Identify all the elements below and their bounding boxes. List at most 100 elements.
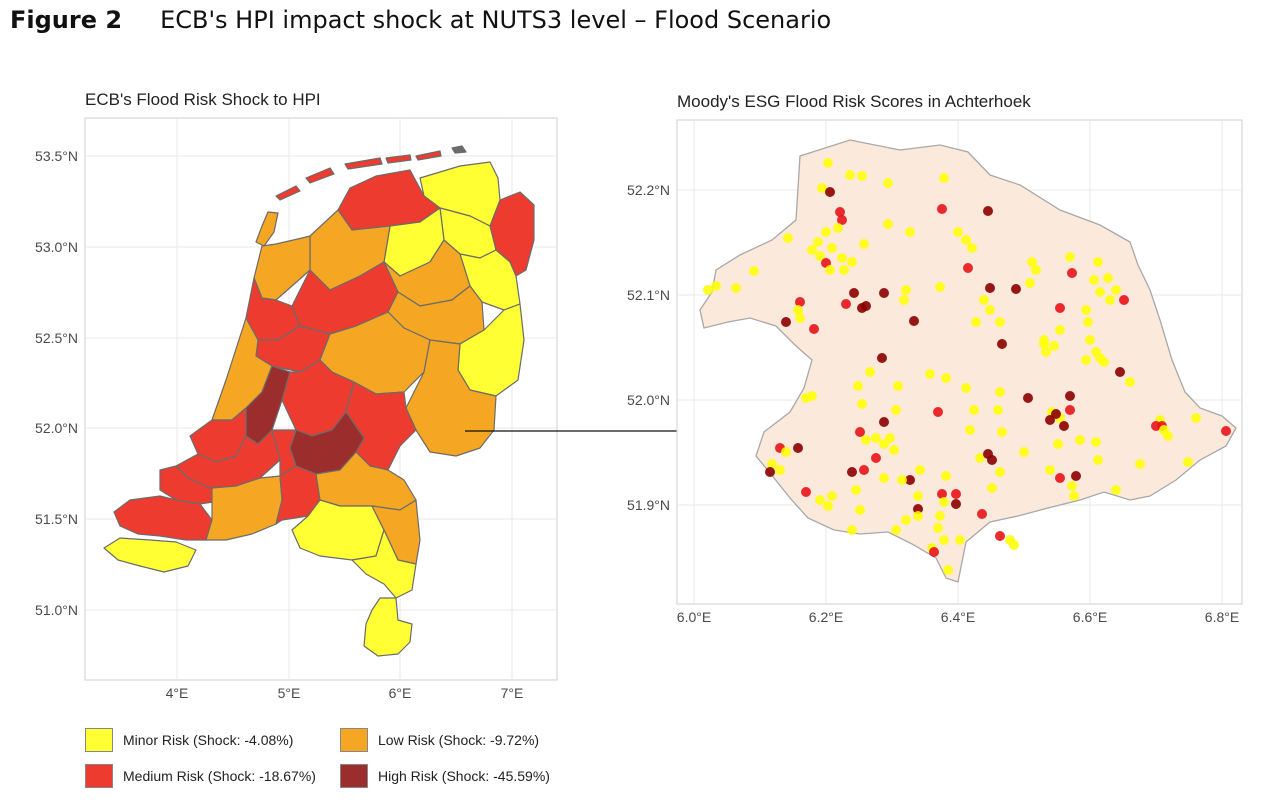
point-minor-risk [817, 183, 827, 193]
point-minor-risk [1163, 431, 1173, 441]
point-minor-risk [939, 535, 949, 545]
point-minor-risk [1105, 295, 1115, 305]
point-medium-risk [977, 509, 987, 519]
point-minor-risk [935, 511, 945, 521]
point-minor-risk [961, 383, 971, 393]
point-minor-risk [1095, 287, 1105, 297]
point-medium-risk [809, 324, 819, 334]
point-medium-risk [1065, 405, 1075, 415]
risk-points-layer [703, 158, 1231, 575]
left-y-tick-label: 52.5°N [35, 330, 78, 346]
point-minor-risk [1091, 437, 1101, 447]
point-high-risk [909, 316, 919, 326]
left-x-tick-label: 6°E [389, 685, 412, 701]
point-minor-risk [781, 447, 791, 457]
point-minor-risk [839, 265, 849, 275]
point-minor-risk [1089, 275, 1099, 285]
point-medium-risk [1055, 303, 1065, 313]
point-minor-risk [965, 425, 975, 435]
point-minor-risk [985, 305, 995, 315]
point-minor-risk [825, 265, 835, 275]
point-minor-risk [795, 313, 805, 323]
point-minor-risk [941, 373, 951, 383]
right-map-title: Moody's ESG Flood Risk Scores in Achterh… [677, 92, 1031, 111]
point-minor-risk [953, 227, 963, 237]
legend-swatch [85, 764, 113, 788]
point-minor-risk [987, 483, 997, 493]
point-minor-risk [941, 471, 951, 481]
region-midden-limburg [351, 529, 417, 599]
point-medium-risk [963, 263, 973, 273]
point-high-risk [1115, 367, 1125, 377]
right-x-tick-label: 6.4°E [941, 609, 975, 625]
point-minor-risk [871, 433, 881, 443]
point-minor-risk [847, 525, 857, 535]
right-x-tick-label: 6.6°E [1073, 609, 1107, 625]
point-high-risk [985, 283, 995, 293]
point-minor-risk [775, 465, 785, 475]
point-medium-risk [855, 427, 865, 437]
point-minor-risk [1069, 491, 1079, 501]
region-zeeuws-vlaanderen [103, 537, 197, 573]
legend-label: Minor Risk (Shock: -4.08%) [123, 732, 294, 748]
point-high-risk [879, 288, 889, 298]
left-y-tick-label: 53.5°N [35, 148, 78, 164]
point-medium-risk [937, 489, 947, 499]
point-minor-risk [861, 435, 871, 445]
point-medium-risk [841, 299, 851, 309]
point-minor-risk [1031, 265, 1041, 275]
point-minor-risk [1041, 347, 1051, 357]
point-minor-risk [1067, 481, 1077, 491]
legend-swatch [340, 728, 368, 752]
legend-label: Low Risk (Shock: -9.72%) [378, 732, 540, 748]
point-minor-risk [879, 473, 889, 483]
point-minor-risk [855, 505, 865, 515]
point-minor-risk [995, 387, 1005, 397]
point-high-risk [1071, 471, 1081, 481]
legend-item-low: Low Risk (Shock: -9.72%) [340, 728, 539, 752]
point-minor-risk [1081, 305, 1091, 315]
point-medium-risk [835, 207, 845, 217]
point-minor-risk [995, 317, 1005, 327]
point-minor-risk [1025, 278, 1035, 288]
point-medium-risk [1119, 295, 1129, 305]
point-minor-risk [1027, 257, 1037, 267]
point-minor-risk [1135, 459, 1145, 469]
point-minor-risk [807, 391, 817, 401]
point-minor-risk [995, 467, 1005, 477]
point-minor-risk [821, 227, 831, 237]
point-minor-risk [1093, 455, 1103, 465]
right-x-tick-label: 6.0°E [677, 609, 711, 625]
point-minor-risk [933, 523, 943, 533]
point-high-risk [849, 288, 859, 298]
point-high-risk [1059, 421, 1069, 431]
point-minor-risk [1191, 413, 1201, 423]
point-minor-risk [915, 465, 925, 475]
point-minor-risk [891, 405, 901, 415]
point-minor-risk [1093, 257, 1103, 267]
point-minor-risk [1081, 355, 1091, 365]
point-minor-risk [1111, 285, 1121, 295]
point-medium-risk [871, 453, 881, 463]
point-minor-risk [939, 497, 949, 507]
point-minor-risk [893, 381, 903, 391]
point-minor-risk [815, 251, 825, 261]
left-x-tick-label: 4°E [166, 685, 189, 701]
region-schiermonnikoog [385, 154, 412, 164]
point-medium-risk [929, 547, 939, 557]
point-minor-risk [943, 565, 953, 575]
point-high-risk [793, 443, 803, 453]
figure-caption: ECB's HPI impact shock at NUTS3 level – … [160, 6, 832, 34]
point-minor-risk [837, 253, 847, 263]
point-minor-risk [1053, 439, 1063, 449]
point-minor-risk [939, 173, 949, 183]
point-minor-risk [997, 427, 1007, 437]
point-high-risk [877, 353, 887, 363]
point-minor-risk [857, 171, 867, 181]
point-minor-risk [813, 237, 823, 247]
point-minor-risk [853, 381, 863, 391]
point-medium-risk [1221, 426, 1231, 436]
point-minor-risk [1125, 377, 1135, 387]
region-zuid-limburg [363, 597, 413, 657]
point-medium-risk [859, 465, 869, 475]
